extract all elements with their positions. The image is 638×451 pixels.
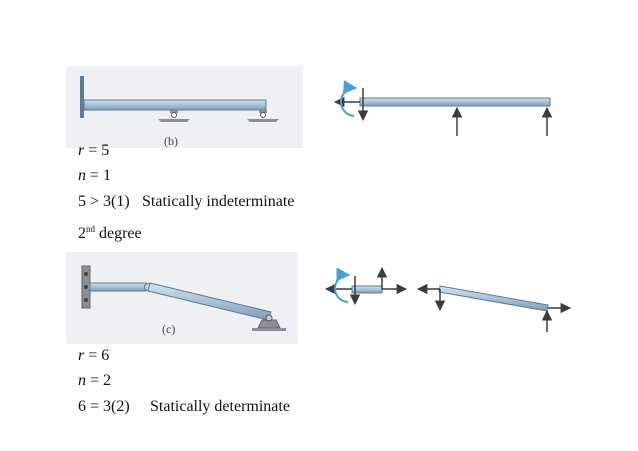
figure-c-drawing bbox=[81, 265, 286, 331]
figure-b-drawing bbox=[80, 76, 279, 122]
fixed-wall-icon bbox=[80, 76, 84, 118]
beam bbox=[83, 99, 267, 111]
beam-member-1 bbox=[89, 282, 147, 292]
figure-c-free-body bbox=[324, 266, 572, 332]
equation-r-c: r = 6 bbox=[78, 347, 110, 364]
figure-c-label: (c) bbox=[162, 322, 176, 336]
figure-b-free-body bbox=[333, 80, 553, 136]
degree-b: 2nd degree bbox=[78, 224, 142, 242]
equation-n-c: n = 2 bbox=[78, 372, 112, 389]
fbd-member-1 bbox=[351, 285, 383, 294]
pin-support-icon bbox=[252, 314, 286, 331]
moment-arrow-icon bbox=[339, 80, 358, 117]
roller-support-icon bbox=[247, 110, 279, 122]
roller-support-icon bbox=[158, 110, 190, 122]
fixed-wall-icon bbox=[81, 265, 91, 309]
comparison-c: 6 = 3(2) bbox=[78, 398, 130, 415]
beam-member-2 bbox=[147, 282, 272, 321]
result-b: Statically indeterminate bbox=[142, 193, 295, 210]
comparison-b: 5 > 3(1) bbox=[78, 193, 130, 210]
moment-arrow-icon bbox=[334, 267, 351, 303]
equation-r-b: r = 5 bbox=[78, 142, 110, 159]
figure-b-label: (b) bbox=[164, 134, 178, 148]
fbd-member-2 bbox=[438, 285, 549, 312]
result-c: Statically determinate bbox=[150, 398, 290, 415]
equation-n-b: n = 1 bbox=[78, 167, 112, 184]
fbd-beam bbox=[359, 97, 551, 107]
